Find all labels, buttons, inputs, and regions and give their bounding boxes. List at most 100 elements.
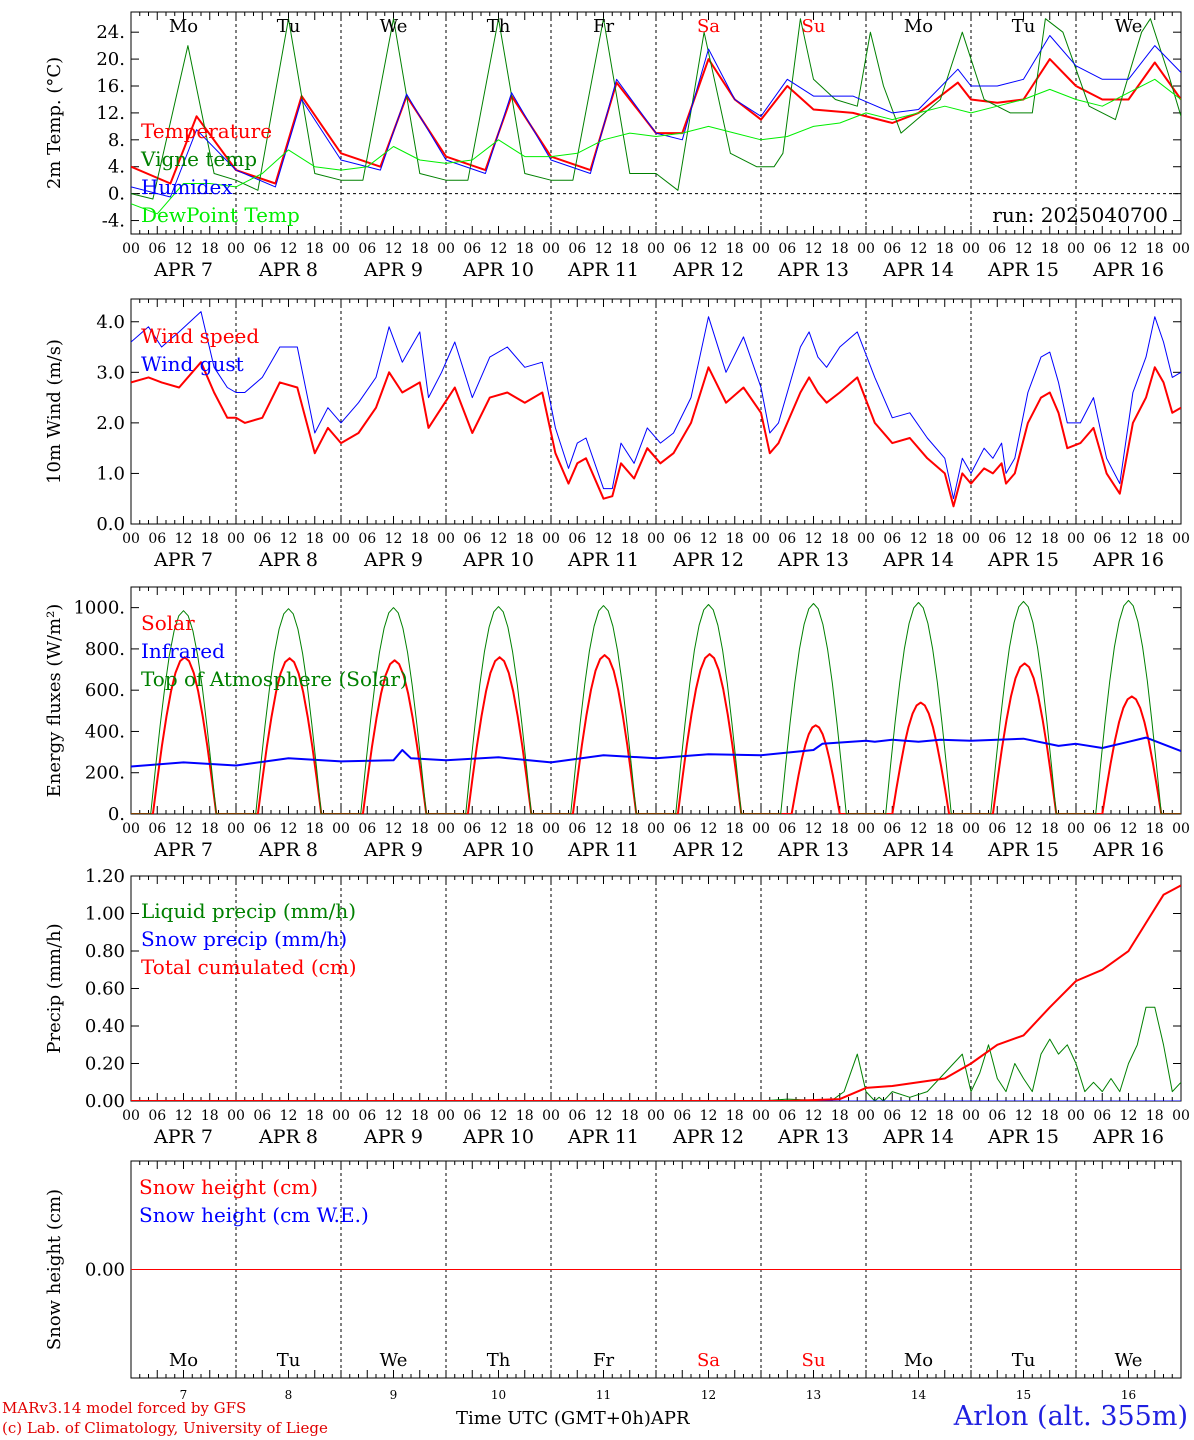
y-axis-title: 2m Temp. (°C) bbox=[44, 57, 65, 189]
legend-entry: Vigne temp bbox=[140, 147, 257, 171]
hour-tick-label: 00 bbox=[1172, 531, 1190, 547]
y-tick-label: 1.20 bbox=[85, 866, 125, 887]
hour-tick-label: 06 bbox=[463, 241, 481, 257]
hour-tick-label: 00 bbox=[332, 1108, 350, 1124]
hour-tick-label: 12 bbox=[490, 821, 508, 837]
hour-tick-label: 00 bbox=[647, 821, 665, 837]
hour-tick-label: 00 bbox=[647, 1108, 665, 1124]
hour-tick-label: 06 bbox=[988, 241, 1006, 257]
hour-tick-label: 12 bbox=[910, 241, 928, 257]
day-number-label: 12 bbox=[701, 1388, 716, 1402]
legend-entry: Snow height (cm) bbox=[139, 1175, 318, 1199]
date-label: APR 14 bbox=[882, 839, 954, 861]
day-number-label: 16 bbox=[1121, 1388, 1136, 1402]
hour-tick-label: 18 bbox=[201, 1108, 219, 1124]
date-label: APR 13 bbox=[777, 549, 849, 571]
y-tick-label: 1.00 bbox=[85, 904, 125, 925]
day-number-label: 7 bbox=[180, 1388, 188, 1402]
hour-tick-label: 12 bbox=[1015, 1108, 1033, 1124]
hour-tick-label: 06 bbox=[988, 821, 1006, 837]
date-label: APR 8 bbox=[258, 549, 318, 571]
hour-tick-label: 18 bbox=[306, 241, 324, 257]
hour-tick-label: 12 bbox=[910, 821, 928, 837]
hour-tick-label: 06 bbox=[1093, 1108, 1111, 1124]
hour-tick-label: 18 bbox=[1041, 1108, 1059, 1124]
hour-tick-label: 06 bbox=[883, 821, 901, 837]
hour-tick-label: 18 bbox=[726, 241, 744, 257]
hour-tick-label: 06 bbox=[148, 241, 166, 257]
hour-tick-label: 18 bbox=[726, 531, 744, 547]
hour-tick-label: 06 bbox=[358, 821, 376, 837]
hour-tick-label: 12 bbox=[1120, 531, 1138, 547]
hour-tick-label: 12 bbox=[175, 531, 193, 547]
hour-tick-label: 00 bbox=[962, 821, 980, 837]
hour-tick-label: 00 bbox=[857, 1108, 875, 1124]
date-label: APR 13 bbox=[777, 839, 849, 861]
day-number-label: 10 bbox=[491, 1388, 506, 1402]
day-of-week-label: Fr bbox=[593, 1350, 614, 1371]
date-label: APR 7 bbox=[153, 259, 213, 281]
hour-tick-label: 12 bbox=[700, 531, 718, 547]
panel-1 bbox=[130, 11, 1182, 235]
day-of-week-label: Th bbox=[487, 16, 511, 37]
hour-tick-label: 12 bbox=[280, 821, 298, 837]
hour-tick-label: 00 bbox=[1172, 1108, 1190, 1124]
hour-tick-label: 00 bbox=[752, 241, 770, 257]
y-tick-label: 0.20 bbox=[85, 1054, 125, 1075]
series-line-infrared bbox=[131, 736, 1181, 768]
hour-tick-label: 06 bbox=[1093, 821, 1111, 837]
hour-tick-label: 00 bbox=[332, 821, 350, 837]
date-label: APR 11 bbox=[567, 549, 639, 571]
legend-entry: Infrared bbox=[141, 639, 225, 663]
hour-tick-label: 00 bbox=[857, 821, 875, 837]
hour-tick-label: 00 bbox=[122, 241, 140, 257]
day-of-week-label: Sa bbox=[697, 1350, 720, 1371]
hour-tick-label: 18 bbox=[516, 531, 534, 547]
date-label: APR 12 bbox=[672, 259, 744, 281]
legend-entry: Snow height (cm W.E.) bbox=[139, 1203, 369, 1227]
date-label: APR 14 bbox=[882, 1126, 954, 1148]
hour-tick-label: 06 bbox=[673, 241, 691, 257]
hour-tick-label: 06 bbox=[253, 1108, 271, 1124]
date-label: APR 9 bbox=[363, 549, 423, 571]
hour-tick-label: 18 bbox=[1146, 241, 1164, 257]
legend-entry: Total cumulated (cm) bbox=[141, 955, 357, 979]
hour-tick-label: 18 bbox=[1146, 1108, 1164, 1124]
series-line-dewpoint-temp bbox=[131, 78, 1181, 215]
hour-tick-label: 00 bbox=[542, 531, 560, 547]
hour-tick-label: 00 bbox=[962, 1108, 980, 1124]
hour-tick-label: 18 bbox=[411, 241, 429, 257]
date-label: APR 16 bbox=[1092, 1126, 1164, 1148]
hour-tick-label: 06 bbox=[358, 241, 376, 257]
hour-tick-label: 18 bbox=[621, 241, 639, 257]
hour-tick-label: 06 bbox=[568, 531, 586, 547]
date-label: APR 11 bbox=[567, 1126, 639, 1148]
day-of-week-label: We bbox=[380, 16, 408, 37]
y-tick-label: 0.40 bbox=[85, 1016, 125, 1037]
day-of-week-label: Tu bbox=[1012, 16, 1036, 37]
series-line-vigne-temp bbox=[131, 18, 1181, 200]
hour-tick-label: 18 bbox=[621, 531, 639, 547]
hour-tick-label: 18 bbox=[201, 531, 219, 547]
day-of-week-label: Tu bbox=[1012, 1350, 1036, 1371]
y-tick-label: 800. bbox=[85, 639, 125, 660]
hour-tick-label: 06 bbox=[253, 821, 271, 837]
day-of-week-label: Su bbox=[802, 1350, 826, 1371]
hour-tick-label: 18 bbox=[1041, 241, 1059, 257]
hour-tick-label: 06 bbox=[358, 1108, 376, 1124]
date-label: APR 12 bbox=[672, 549, 744, 571]
hour-tick-label: 12 bbox=[805, 241, 823, 257]
date-label: APR 8 bbox=[258, 259, 318, 281]
series-line-solar bbox=[131, 653, 1181, 814]
y-tick-label: -4. bbox=[102, 211, 125, 232]
run-annotation: run: 2025040700 bbox=[992, 203, 1168, 227]
y-tick-label: 0.60 bbox=[85, 979, 125, 1000]
plot-frame bbox=[130, 298, 1182, 525]
date-label: APR 16 bbox=[1092, 259, 1164, 281]
credit-line-1: MARv3.14 model forced by GFS bbox=[2, 1399, 247, 1417]
hour-tick-label: 12 bbox=[595, 531, 613, 547]
legend-entry: Liquid precip (mm/h) bbox=[141, 899, 356, 923]
hour-tick-label: 00 bbox=[1067, 241, 1085, 257]
y-tick-label: 0. bbox=[108, 184, 125, 205]
hour-tick-label: 12 bbox=[1120, 1108, 1138, 1124]
